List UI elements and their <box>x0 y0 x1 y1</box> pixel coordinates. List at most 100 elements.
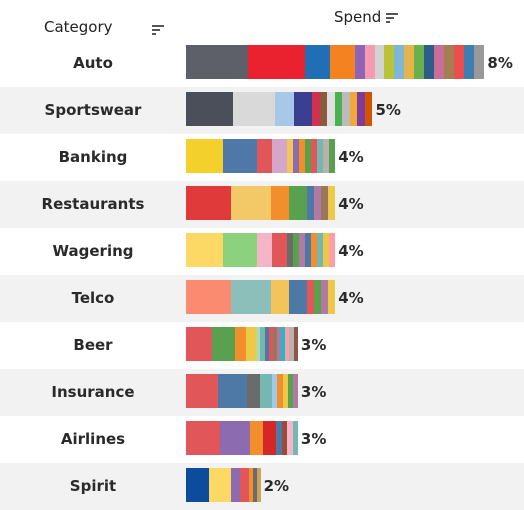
table-row[interactable]: Insurance 3% <box>0 369 524 416</box>
bar-segment[interactable] <box>264 327 269 361</box>
bar-segment[interactable] <box>454 45 465 79</box>
bar-segment[interactable] <box>328 280 336 314</box>
table-row[interactable]: Airlines 3% <box>0 416 524 463</box>
bar-segment[interactable] <box>299 233 306 267</box>
bar-segment[interactable] <box>223 139 258 173</box>
bar-segment[interactable] <box>276 421 282 455</box>
bar-segment[interactable] <box>329 139 336 173</box>
bar-segment[interactable] <box>232 92 276 126</box>
table-row[interactable]: Telco 4% <box>0 275 524 322</box>
bar-segment[interactable] <box>277 374 283 408</box>
spend-bar[interactable] <box>186 280 336 314</box>
bar-segment[interactable] <box>323 139 330 173</box>
bar-segment[interactable] <box>313 280 321 314</box>
bar-segment[interactable] <box>245 327 257 361</box>
bar-segment[interactable] <box>327 92 335 126</box>
bar-segment[interactable] <box>272 327 278 361</box>
bar-segment[interactable] <box>260 327 265 361</box>
bar-segment[interactable] <box>209 468 231 502</box>
table-row[interactable]: Wagering 4% <box>0 228 524 275</box>
bar-segment[interactable] <box>328 186 336 220</box>
bar-segment[interactable] <box>257 139 273 173</box>
bar-segment[interactable] <box>249 468 254 502</box>
bar-segment[interactable] <box>424 45 435 79</box>
bar-segment[interactable] <box>239 468 250 502</box>
bar-segment[interactable] <box>444 45 455 79</box>
bar-segment[interactable] <box>293 233 300 267</box>
bar-segment[interactable] <box>277 327 282 361</box>
spend-bar[interactable] <box>186 327 298 361</box>
bar-segment[interactable] <box>281 421 288 455</box>
bar-segment[interactable] <box>186 421 220 455</box>
bar-segment[interactable] <box>299 139 306 173</box>
bar-segment[interactable] <box>235 327 246 361</box>
bar-segment[interactable] <box>230 468 240 502</box>
bar-segment[interactable] <box>272 233 288 267</box>
table-row[interactable]: Spirit 2% <box>0 463 524 510</box>
bar-segment[interactable] <box>312 92 320 126</box>
bar-segment[interactable] <box>434 45 445 79</box>
bar-segment[interactable] <box>317 139 324 173</box>
bar-segment[interactable] <box>364 45 375 79</box>
bar-segment[interactable] <box>319 92 328 126</box>
bar-segment[interactable] <box>219 421 250 455</box>
bar-segment[interactable] <box>364 92 373 126</box>
spend-bar[interactable] <box>186 139 336 173</box>
spend-bar[interactable] <box>186 186 336 220</box>
bar-segment[interactable] <box>272 374 278 408</box>
bar-segment[interactable] <box>287 139 294 173</box>
bar-segment[interactable] <box>212 327 236 361</box>
bar-segment[interactable] <box>275 92 294 126</box>
bar-segment[interactable] <box>464 45 475 79</box>
bar-segment[interactable] <box>249 421 264 455</box>
bar-segment[interactable] <box>317 233 324 267</box>
bar-segment[interactable] <box>230 280 271 314</box>
bar-segment[interactable] <box>357 92 365 126</box>
bar-segment[interactable] <box>186 468 210 502</box>
spend-bar[interactable] <box>186 374 298 408</box>
bar-segment[interactable] <box>263 421 277 455</box>
bar-segment[interactable] <box>349 92 358 126</box>
bar-segment[interactable] <box>270 186 289 220</box>
bar-segment[interactable] <box>306 186 314 220</box>
bar-segment[interactable] <box>186 233 224 267</box>
bar-segment[interactable] <box>320 186 328 220</box>
spend-bar[interactable] <box>186 92 373 126</box>
bar-segment[interactable] <box>404 45 415 79</box>
bar-segment[interactable] <box>248 45 305 79</box>
bar-segment[interactable] <box>257 233 273 267</box>
bar-segment[interactable] <box>217 374 247 408</box>
table-row[interactable]: Auto 8% <box>0 40 524 87</box>
table-row[interactable]: Restaurants 4% <box>0 181 524 228</box>
bar-segment[interactable] <box>311 233 318 267</box>
bar-segment[interactable] <box>287 421 293 455</box>
bar-segment[interactable] <box>329 45 355 79</box>
bar-segment[interactable] <box>287 374 293 408</box>
bar-segment[interactable] <box>288 280 307 314</box>
bar-segment[interactable] <box>313 186 321 220</box>
table-row[interactable]: Banking 4% <box>0 134 524 181</box>
bar-segment[interactable] <box>256 468 261 502</box>
bar-segment[interactable] <box>374 45 385 79</box>
spend-bar[interactable] <box>186 421 298 455</box>
bar-segment[interactable] <box>287 233 294 267</box>
bar-segment[interactable] <box>304 45 330 79</box>
bar-segment[interactable] <box>306 280 314 314</box>
bar-segment[interactable] <box>329 233 336 267</box>
spend-bar[interactable] <box>186 468 261 502</box>
bar-segment[interactable] <box>230 186 271 220</box>
bar-segment[interactable] <box>256 327 261 361</box>
bar-segment[interactable] <box>305 233 312 267</box>
bar-segment[interactable] <box>223 233 258 267</box>
spend-bar[interactable] <box>186 233 336 267</box>
sort-category-icon[interactable] <box>152 25 164 35</box>
bar-segment[interactable] <box>305 139 312 173</box>
bar-segment[interactable] <box>293 327 298 361</box>
bar-segment[interactable] <box>323 233 330 267</box>
bar-segment[interactable] <box>259 374 273 408</box>
bar-segment[interactable] <box>186 186 231 220</box>
bar-segment[interactable] <box>384 45 395 79</box>
bar-segment[interactable] <box>186 280 231 314</box>
bar-segment[interactable] <box>334 92 343 126</box>
bar-segment[interactable] <box>311 139 318 173</box>
